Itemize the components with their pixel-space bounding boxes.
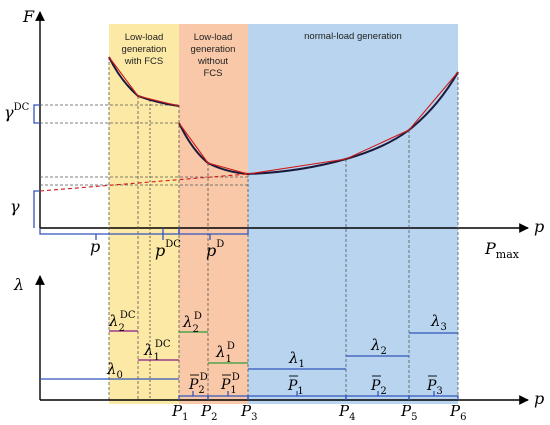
pbar3-label: P3 xyxy=(426,378,443,397)
tick-p2: P2 xyxy=(200,402,217,423)
lambda0-label: λ0 xyxy=(106,360,123,381)
region-label-2-line1: Low-load xyxy=(194,32,233,43)
region-label-1-line2: generation xyxy=(122,44,167,55)
pd-range-bracket xyxy=(179,228,249,235)
lambda2-label: λ2 xyxy=(370,336,387,357)
top-y-label: F xyxy=(22,7,35,26)
bottom-y-label: λ xyxy=(13,275,24,294)
gamma-dc-label: γDC xyxy=(4,102,30,122)
pmax-label: Pmax xyxy=(484,239,520,261)
pd-tick-label: pD xyxy=(206,239,224,260)
pbar1-label: P1 xyxy=(287,378,304,397)
tick-p4: P4 xyxy=(338,402,355,423)
lambda1dc-label: λ1DC xyxy=(143,339,171,363)
region-low-load-without-fcs xyxy=(179,24,248,404)
top-x-label: p xyxy=(534,217,544,236)
region-label-2-line3: without xyxy=(197,56,228,67)
region-low-load-with-fcs xyxy=(109,24,179,404)
tick-p6: P6 xyxy=(449,402,466,423)
pdc-tick-label: pDC xyxy=(155,239,181,260)
region-label-1-line3: with FCS xyxy=(124,56,164,67)
linear-approx-2 xyxy=(178,71,459,175)
region-label-1-line1: Low-load xyxy=(125,32,164,43)
region-label-2-line2: generation xyxy=(191,44,236,55)
tick-p1: P1 xyxy=(171,402,188,423)
region-label-2-line4: FCS xyxy=(204,68,223,79)
region-normal-load xyxy=(248,24,458,404)
tick-p3: P3 xyxy=(240,402,257,423)
pbar-d1-label: P1D xyxy=(220,372,240,396)
p-tick-label: p xyxy=(90,237,100,256)
bottom-x-label: p xyxy=(534,389,544,408)
lambda1-label: λ1 xyxy=(288,349,305,370)
lambda2d-label: λ2D xyxy=(182,311,202,335)
gamma-dc-brace xyxy=(33,104,40,124)
linear-approx-1 xyxy=(108,56,180,107)
lambda3-label: λ3 xyxy=(430,312,447,333)
pbar2-label: P2 xyxy=(370,378,387,397)
pbar-d2-label: P2D xyxy=(188,372,208,396)
tick-p5: P5 xyxy=(400,402,417,423)
lambda2dc-label: λ2DC xyxy=(108,310,136,334)
gamma-label: γ xyxy=(10,197,20,216)
lambda1d-label: λ1D xyxy=(215,341,235,365)
gamma-brace xyxy=(33,190,40,228)
region-label-3: normal-load generation xyxy=(304,31,402,42)
